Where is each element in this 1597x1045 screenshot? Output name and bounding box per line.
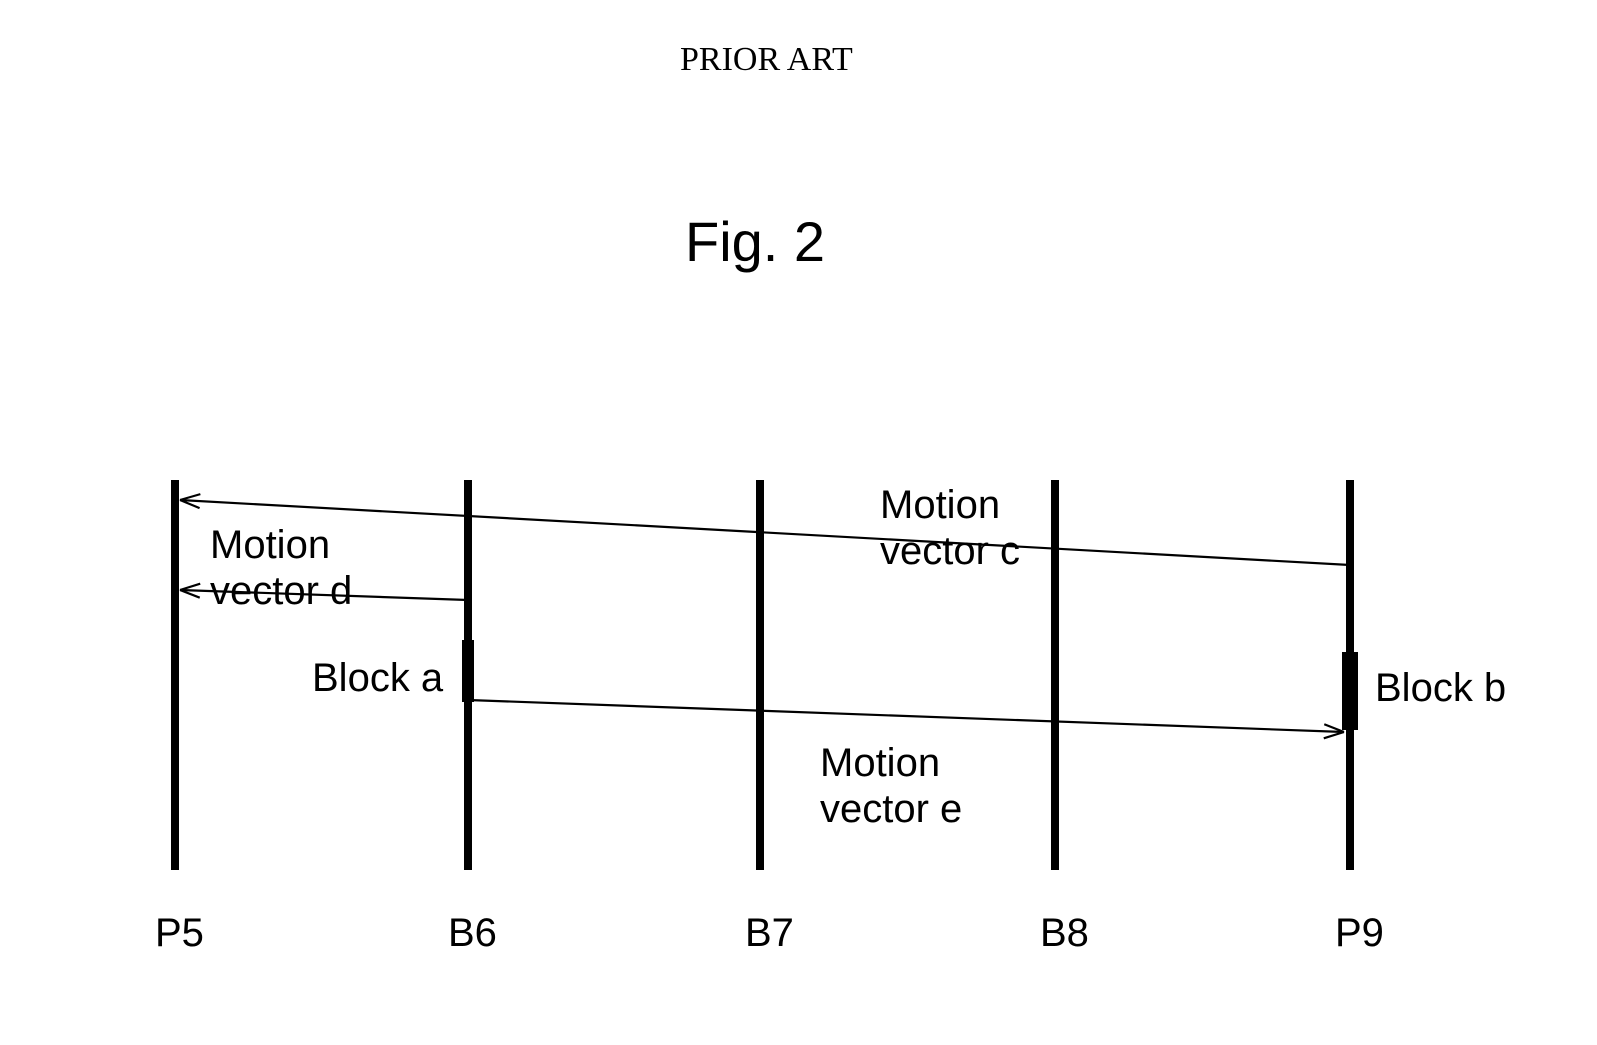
motion-vector-d [180,590,468,600]
block-b-marker [1342,652,1358,730]
motion-vector-e [468,700,1344,732]
diagram-canvas [0,0,1597,1045]
block-a-marker [462,640,474,702]
motion-vector-c [180,500,1350,565]
